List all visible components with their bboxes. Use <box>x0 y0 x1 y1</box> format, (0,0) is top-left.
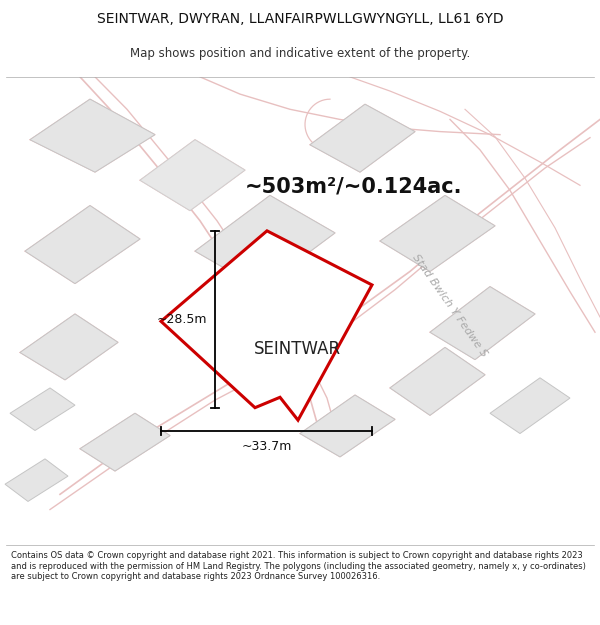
Polygon shape <box>430 287 535 359</box>
Polygon shape <box>5 459 68 501</box>
Polygon shape <box>80 413 170 471</box>
Polygon shape <box>310 104 415 172</box>
Text: SEINTWAR: SEINTWAR <box>254 340 341 357</box>
Text: ~503m²/~0.124ac.: ~503m²/~0.124ac. <box>245 176 463 196</box>
Text: Contains OS data © Crown copyright and database right 2021. This information is : Contains OS data © Crown copyright and d… <box>11 551 586 581</box>
Text: ~33.7m: ~33.7m <box>241 440 292 453</box>
Text: SEINTWAR, DWYRAN, LLANFAIRPWLLGWYNGYLL, LL61 6YD: SEINTWAR, DWYRAN, LLANFAIRPWLLGWYNGYLL, … <box>97 12 503 26</box>
Polygon shape <box>161 231 372 420</box>
Polygon shape <box>20 314 118 380</box>
Polygon shape <box>30 99 155 172</box>
Polygon shape <box>380 196 495 271</box>
Polygon shape <box>195 196 335 289</box>
Polygon shape <box>25 206 140 284</box>
Text: ~28.5m: ~28.5m <box>157 312 207 326</box>
Text: Stad Bwlch Y Fedwe S: Stad Bwlch Y Fedwe S <box>411 253 489 359</box>
Polygon shape <box>10 388 75 431</box>
Polygon shape <box>300 395 395 457</box>
Polygon shape <box>490 378 570 434</box>
Text: Map shows position and indicative extent of the property.: Map shows position and indicative extent… <box>130 48 470 60</box>
Polygon shape <box>140 140 245 211</box>
Polygon shape <box>390 348 485 415</box>
